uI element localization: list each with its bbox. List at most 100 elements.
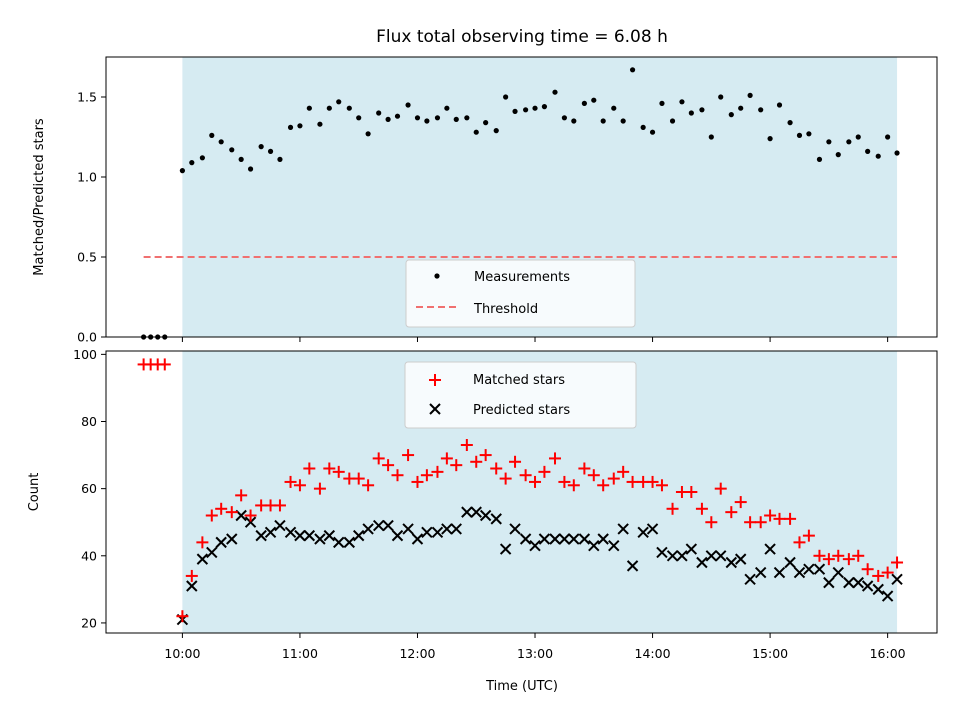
predicted-point — [264, 526, 277, 538]
measurements-legend-marker — [434, 273, 440, 279]
measurement-point — [552, 89, 558, 95]
matched-point — [158, 358, 171, 371]
matched-point — [773, 512, 786, 525]
matched-point — [793, 536, 806, 549]
predicted-point — [186, 580, 198, 592]
predicted-point — [558, 533, 571, 545]
matched-point — [754, 516, 767, 529]
matched-point — [185, 569, 198, 582]
matched-point — [303, 462, 316, 475]
matched-point — [293, 479, 306, 492]
matched-point — [578, 462, 591, 475]
bottom-y-tick-label: 60 — [81, 481, 97, 496]
predicted-point — [519, 533, 532, 545]
measurement-point — [865, 148, 871, 154]
matched-point — [802, 529, 815, 542]
matched-point — [196, 536, 209, 549]
matched-point — [235, 489, 248, 502]
predicted-point — [685, 543, 698, 555]
measurement-point — [591, 97, 597, 103]
measurement-point — [826, 139, 832, 145]
measurement-point — [238, 156, 244, 162]
measurement-point — [394, 113, 401, 119]
predicted-point — [608, 540, 620, 552]
matched-point — [205, 509, 218, 522]
matched-point — [332, 465, 345, 478]
measurement-point — [659, 100, 665, 106]
predicted-point — [255, 529, 267, 542]
measurement-point — [179, 168, 186, 174]
measurement-point — [512, 108, 518, 114]
predicted-point — [696, 556, 708, 569]
predicted-point — [391, 529, 404, 542]
matched-point — [362, 479, 375, 492]
matched-point — [685, 486, 698, 498]
matched-point — [499, 472, 512, 485]
predicted-point — [823, 576, 835, 589]
predicted-point — [784, 556, 796, 569]
measurements-legend-label: Measurements — [474, 270, 570, 285]
measurement-point — [346, 105, 352, 111]
measurement-point — [189, 160, 195, 166]
matched-point — [725, 506, 738, 519]
bottom-x-ticks: 10:00 11:00 12:00 13:00 14:00 15:00 16:00 — [164, 633, 906, 661]
matched-point — [695, 502, 708, 515]
top-y-tick-label: 0.5 — [77, 250, 97, 265]
bottom-x-tick-label: 15:00 — [752, 646, 788, 661]
predicted-point — [461, 506, 473, 518]
matched-point — [655, 479, 668, 492]
measurement-point — [405, 102, 411, 108]
predicted-point — [646, 523, 659, 535]
bottom-axes-frame — [105, 350, 938, 634]
measurement-point — [816, 156, 823, 162]
top-axes-frame — [105, 56, 938, 338]
measurement-point — [493, 128, 499, 134]
matched-point — [832, 549, 845, 562]
measurement-point — [277, 156, 283, 162]
measurement-point — [776, 102, 783, 108]
matched-point — [519, 469, 532, 482]
matched-point — [714, 482, 727, 495]
measurement-point — [376, 110, 382, 116]
matched-point — [352, 472, 365, 485]
predicted-point — [382, 519, 394, 532]
measurement-point — [806, 131, 812, 137]
predicted-point — [881, 590, 894, 602]
threshold-legend-label: Threshold — [473, 302, 538, 317]
matched-point — [372, 452, 385, 465]
measurement-point — [767, 136, 773, 142]
measurement-point — [267, 148, 274, 154]
matched-point — [490, 462, 503, 475]
matched-point — [822, 553, 835, 566]
bottom-panel: 20 40 60 80 100 10:00 11:00 12:00 13:00 14:00 15:… — [27, 347, 938, 694]
measurement-point — [718, 94, 724, 100]
measurement-point — [297, 123, 303, 129]
matched-point — [881, 566, 894, 579]
measurement-point — [787, 120, 793, 126]
predicted-point — [617, 523, 629, 535]
matched-point — [852, 549, 865, 562]
bottom-x-tick-label: 13:00 — [517, 646, 553, 661]
matched-point — [764, 509, 777, 522]
measurement-point — [199, 155, 205, 161]
predicted-point — [793, 566, 806, 579]
matched-point — [529, 475, 542, 488]
predicted-point — [656, 546, 668, 559]
measurement-point — [758, 107, 764, 113]
matched-point — [323, 462, 336, 475]
predicted-legend-label: Predicted stars — [473, 403, 570, 418]
predicted-point — [294, 529, 306, 542]
measurement-point — [258, 144, 264, 150]
predicted-point — [274, 519, 286, 532]
measurement-point — [571, 118, 577, 124]
predicted-point — [402, 523, 414, 535]
matched-point — [284, 475, 297, 488]
measurement-point — [679, 99, 685, 105]
predicted-point — [549, 533, 561, 545]
matched-point — [382, 459, 395, 472]
predicted-point — [578, 533, 591, 545]
top-y-tick-label: 0.0 — [77, 330, 97, 345]
measurement-point — [385, 116, 391, 122]
measurement-point — [306, 105, 312, 111]
